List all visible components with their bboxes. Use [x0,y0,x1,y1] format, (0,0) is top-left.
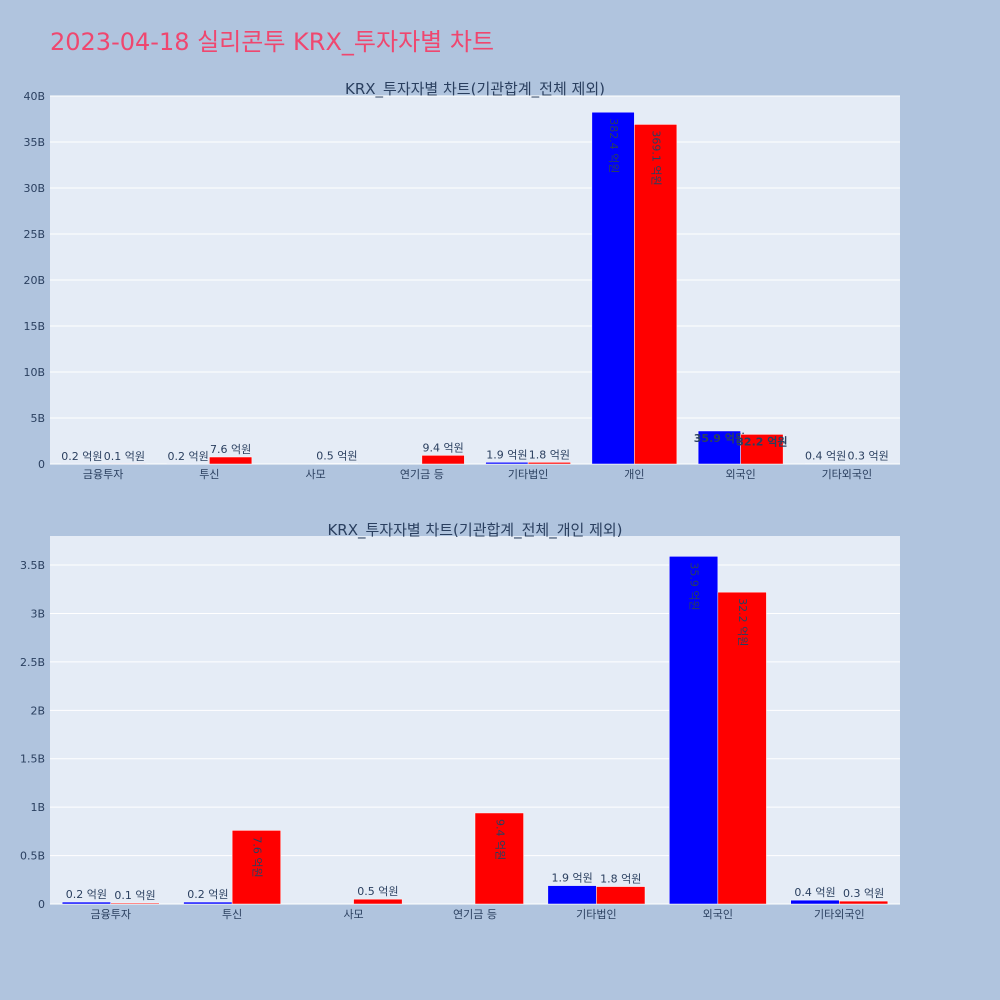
data-label: 0.3 억원 [843,887,884,900]
data-label: 0.4 억원 [794,886,835,899]
bar [353,898,403,905]
bar [717,591,767,905]
data-label: 369.1 억원 [650,130,663,185]
x-tick-label: 기타법인 [508,468,548,481]
bar [209,456,253,465]
y-tick-label: 2B [30,704,45,717]
bar [547,885,597,905]
y-tick-label: 3.5B [20,559,45,572]
data-label: 0.2 억원 [66,888,107,901]
x-tick-label: 투신 [199,468,219,481]
y-tick-label: 5B [30,412,45,425]
bar [485,462,529,465]
y-tick-label: 25B [23,228,45,241]
data-label: 1.8 억원 [600,873,641,886]
x-tick-label: 외국인 [703,908,733,921]
bar [591,111,635,465]
bar [740,434,784,465]
bar [596,886,646,905]
chart-title: KRX_투자자별 차트(기관합계_전체 제외) [345,80,605,99]
bar [839,900,889,905]
data-label: 7.6 억원 [250,836,263,877]
page-title: 2023-04-18 실리콘투 KRX_투자자별 차트 [50,28,495,56]
bar [61,901,111,905]
chart-lower: KRX_투자자별 차트(기관합계_전체_개인 제외) 0 0.5B 1B 1.5B 2B 2… [20,521,900,921]
x-tick-label: 금융투자 [90,908,130,921]
y-tick-label: 30B [23,182,45,195]
y-tick-label: 0 [38,458,45,471]
x-tick-label: 기타외국인 [822,468,873,481]
data-label: 32.2 억원 [736,598,749,646]
bar [634,124,678,465]
data-label: 382.4 억원 [607,118,620,173]
x-tick-label: 사모 [306,468,326,481]
data-label: 0.2 억원 [168,450,209,463]
y-tick-label: 3B [30,607,45,620]
bar [231,830,281,905]
x-tick-label: 개인 [624,468,644,481]
bar [669,556,719,905]
data-label: 1.9 억원 [552,872,593,885]
y-tick-label: 1.5B [20,753,45,766]
x-tick-label: 기타법인 [576,908,616,921]
data-label: 0.3 억원 [848,450,889,463]
data-label: 32.2 억원 [736,434,787,448]
data-label: 35.9 억원 [694,431,745,445]
data-label: 0.1 억원 [114,889,155,902]
bar [474,812,524,905]
x-tick-label: 연기금 등 [453,908,497,921]
x-tick-label: 기타외국인 [814,908,865,921]
bar [421,455,465,465]
data-label: 0.5 억원 [316,450,357,463]
y-tick-label: 2.5B [20,656,45,669]
bar [527,462,571,465]
y-tick-label: 40B [23,90,45,103]
data-label: 1.9 억원 [486,448,527,461]
y-tick-label: 10B [23,366,45,379]
chart-upper: KRX_투자자별 차트(기관합계_전체 제외) 0 5B 10B 15B 20B 25B 30… [23,80,900,481]
x-tick-label: 외국인 [725,468,755,481]
data-label: 0.2 억원 [61,450,102,463]
data-label: 9.4 억원 [493,819,506,860]
y-tick-label: 15B [23,320,45,333]
data-label: 0.4 억원 [805,450,846,463]
y-tick-label: 20B [23,274,45,287]
bar [790,899,840,905]
y-tick-label: 0 [38,898,45,911]
data-label: 0.1 억원 [104,450,145,463]
y-tick-label: 1B [30,801,45,814]
chart-title: KRX_투자자별 차트(기관합계_전체_개인 제외) [327,521,622,540]
x-tick-label: 금융투자 [83,468,123,481]
y-tick-label: 0.5B [20,850,45,863]
data-label: 7.6 억원 [210,443,251,456]
y-tick-label: 35B [23,136,45,149]
data-label: 35.9 억원 [688,562,701,610]
x-tick-label: 투신 [222,908,242,921]
data-label: 0.5 억원 [357,885,398,898]
bar [183,901,233,905]
x-tick-label: 사모 [343,908,363,921]
x-tick-label: 연기금 등 [400,468,444,481]
data-label: 1.8 억원 [529,448,570,461]
data-label: 9.4 억원 [423,441,464,454]
bar [110,902,160,905]
data-label: 0.2 억원 [187,888,228,901]
